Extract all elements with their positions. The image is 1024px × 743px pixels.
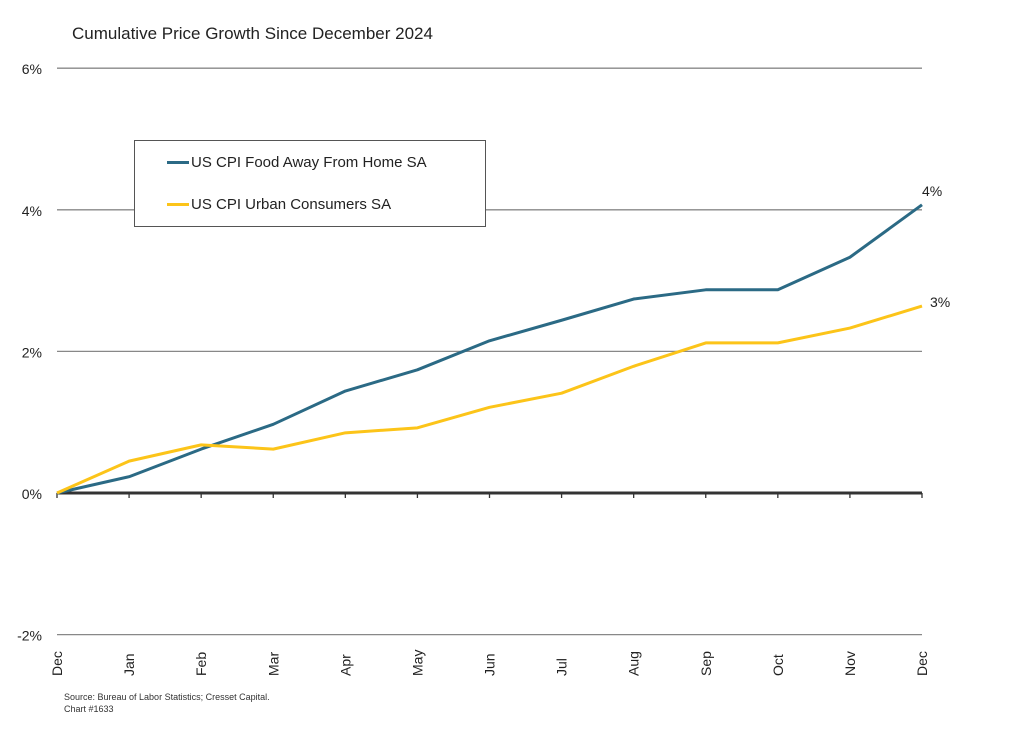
x-tick-label: Sep (698, 651, 714, 676)
x-tick-label: Mar (265, 652, 281, 676)
legend-item: US CPI Urban Consumers SA (167, 196, 391, 213)
x-tick-label: Feb (193, 652, 209, 676)
legend-label: US CPI Food Away From Home SA (191, 154, 427, 171)
legend-label: US CPI Urban Consumers SA (191, 196, 392, 213)
x-tick-label: Dec (49, 651, 65, 676)
y-tick-label: 2% (22, 344, 42, 360)
x-tick-label: Oct (770, 654, 786, 676)
x-tick-label: Nov (842, 651, 858, 676)
y-tick-label: 6% (22, 61, 42, 77)
y-tick-label: -2% (17, 628, 42, 644)
x-tick-label: Apr (337, 654, 353, 676)
x-tick-label: Jan (121, 653, 137, 676)
x-tick-label: Dec (914, 651, 930, 676)
x-tick-label: Jun (482, 653, 498, 676)
series-line (56, 304, 923, 495)
x-tick-label: May (409, 650, 425, 676)
end-label: 4% (922, 183, 942, 199)
x-tick-label: Jul (554, 658, 570, 676)
legend-item: US CPI Food Away From Home SA (167, 154, 427, 171)
legend-swatch (167, 161, 189, 164)
series-line (56, 203, 923, 495)
y-tick-label: 0% (22, 486, 42, 502)
source-note: Source: Bureau of Labor Statistics; Cres… (64, 691, 270, 715)
chart-title: Cumulative Price Growth Since December 2… (72, 24, 433, 43)
legend: US CPI Food Away From Home SA US CPI Urb… (134, 140, 486, 227)
x-tick-label: Aug (626, 651, 642, 676)
end-label: 3% (930, 294, 950, 310)
chart-number: Chart #1633 (64, 704, 114, 714)
source-text: Source: Bureau of Labor Statistics; Cres… (64, 692, 270, 702)
legend-swatch (167, 203, 189, 206)
y-tick-label: 4% (22, 203, 42, 219)
